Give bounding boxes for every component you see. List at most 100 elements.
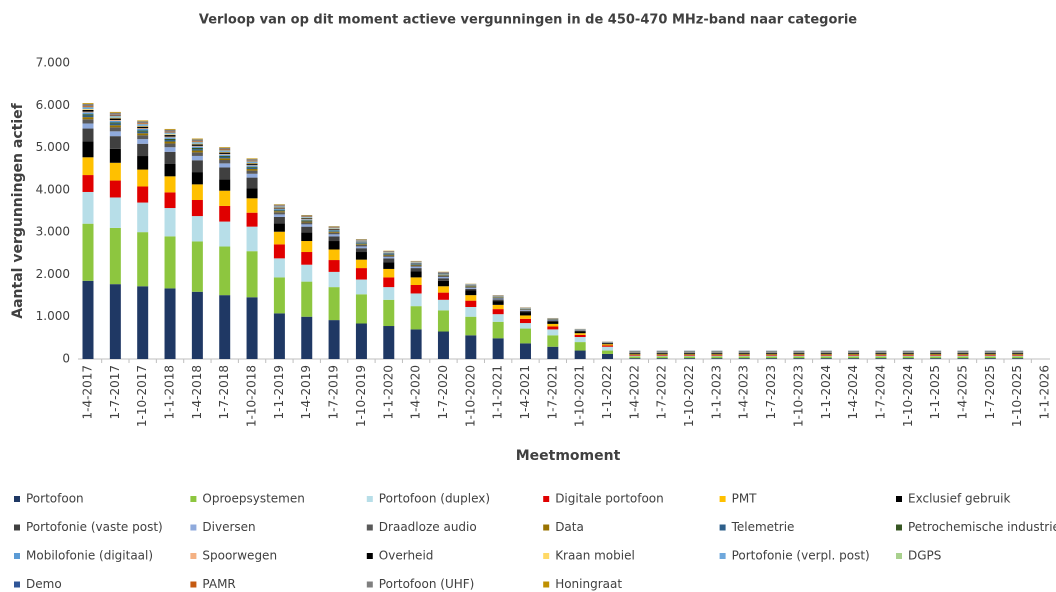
- legend-label: Oproepsystemen: [202, 492, 304, 506]
- bar-segment: [328, 271, 340, 288]
- bar-segment: [273, 207, 285, 209]
- bar-segment: [246, 251, 258, 298]
- legend-label: Digitale portofoon: [555, 492, 664, 506]
- bar-segment: [984, 355, 996, 357]
- bar-segment: [273, 204, 285, 206]
- bar-segment: [164, 140, 176, 142]
- x-tick-label: 1-7-2018: [217, 365, 231, 419]
- legend-label: DGPS: [908, 549, 941, 563]
- legend-swatch: [719, 553, 726, 559]
- bar-segment: [219, 154, 231, 156]
- bar-segment: [246, 159, 258, 161]
- bar-segment: [711, 358, 723, 359]
- bar-segment: [191, 200, 203, 217]
- x-tick-label: 1-1-2025: [928, 365, 942, 419]
- bar-segment: [492, 309, 504, 315]
- bar-segment: [684, 358, 696, 359]
- bar-segment: [547, 329, 559, 336]
- bar-segment: [684, 354, 696, 356]
- bar-segment: [410, 264, 422, 266]
- bar-segment: [355, 279, 367, 295]
- x-tick-label: 1-7-2017: [108, 365, 122, 419]
- bar-segment: [328, 287, 340, 321]
- bar-segment: [902, 353, 914, 355]
- bar-segment: [383, 256, 395, 259]
- bar-segment: [109, 162, 121, 181]
- bar-segment: [191, 144, 203, 146]
- bar-segment: [273, 212, 285, 215]
- x-tick-label: 1-10-2025: [1010, 365, 1024, 427]
- bar-segment: [191, 155, 203, 161]
- bar-segment: [109, 111, 121, 113]
- bar-segment: [848, 353, 860, 355]
- bar-segment: [547, 321, 559, 324]
- bar-segment: [191, 150, 203, 153]
- bar-segment: [164, 147, 176, 152]
- bar-segment: [82, 141, 94, 158]
- bar-segment: [930, 354, 942, 355]
- bar-segment: [383, 258, 395, 263]
- x-tick-label: 1-7-2023: [764, 365, 778, 419]
- bar-segment: [437, 292, 449, 300]
- bar-segment: [246, 177, 258, 189]
- legend-swatch: [366, 553, 373, 559]
- bar-segment: [109, 123, 121, 126]
- bar-segment: [246, 173, 258, 178]
- bar-segment: [109, 120, 121, 123]
- bar-segment: [738, 356, 750, 359]
- bar-segment: [383, 262, 395, 269]
- bar-segment: [82, 112, 94, 115]
- bar-segment: [519, 310, 531, 313]
- bar-segment: [219, 163, 231, 168]
- legend-swatch: [14, 524, 20, 531]
- bar-segment: [191, 241, 203, 292]
- bar-segment: [602, 345, 614, 347]
- bar-segment: [519, 328, 531, 344]
- legend-swatch: [543, 553, 550, 559]
- bar-segment: [191, 145, 203, 147]
- bar-segment: [875, 355, 887, 357]
- x-tick-label: 1-7-2021: [545, 365, 559, 419]
- bar-segment: [875, 354, 887, 355]
- bar-segment: [656, 358, 668, 359]
- bar-segment: [82, 119, 94, 124]
- bar-segment: [164, 137, 176, 139]
- bar-segment: [191, 147, 203, 150]
- bar-segment: [437, 331, 449, 359]
- bar-segment: [328, 234, 340, 237]
- bar-segment: [219, 221, 231, 247]
- bar-segment: [492, 338, 504, 359]
- bar-segment: [246, 164, 258, 166]
- bar-segment: [820, 354, 832, 355]
- x-tick-label: 1-10-2018: [245, 365, 259, 427]
- y-tick-label: 6.000: [36, 98, 70, 112]
- bar-segment: [164, 163, 176, 177]
- bar-segment: [519, 318, 531, 324]
- bar-segment: [191, 160, 203, 173]
- bar-segment: [875, 356, 887, 359]
- bar-segment: [82, 157, 94, 176]
- bar-segment: [355, 294, 367, 324]
- bar-segment: [793, 358, 805, 359]
- bar-segment: [273, 208, 285, 210]
- bar-segment: [711, 355, 723, 357]
- x-tick-label: 1-1-2019: [272, 365, 286, 419]
- x-tick-label: 1-10-2024: [901, 365, 915, 427]
- bar-segment: [219, 150, 231, 152]
- bar-segment: [109, 122, 121, 124]
- legend-label: Telemetrie: [731, 520, 795, 534]
- bar-segment: [602, 343, 614, 345]
- bar-segment: [301, 215, 313, 217]
- bar-segment: [82, 123, 94, 129]
- x-tick-label: 1-4-2018: [190, 365, 204, 419]
- bar-segment: [656, 353, 668, 355]
- bar-segment: [383, 299, 395, 327]
- bar-segment: [328, 228, 340, 230]
- legend-label: Diversen: [202, 520, 255, 534]
- bar-segment: [629, 353, 641, 355]
- bar-segment: [219, 158, 231, 161]
- bar-segment: [355, 241, 367, 243]
- bar-segment: [164, 129, 176, 132]
- bar-segment: [465, 290, 477, 296]
- bar-segment: [82, 103, 94, 105]
